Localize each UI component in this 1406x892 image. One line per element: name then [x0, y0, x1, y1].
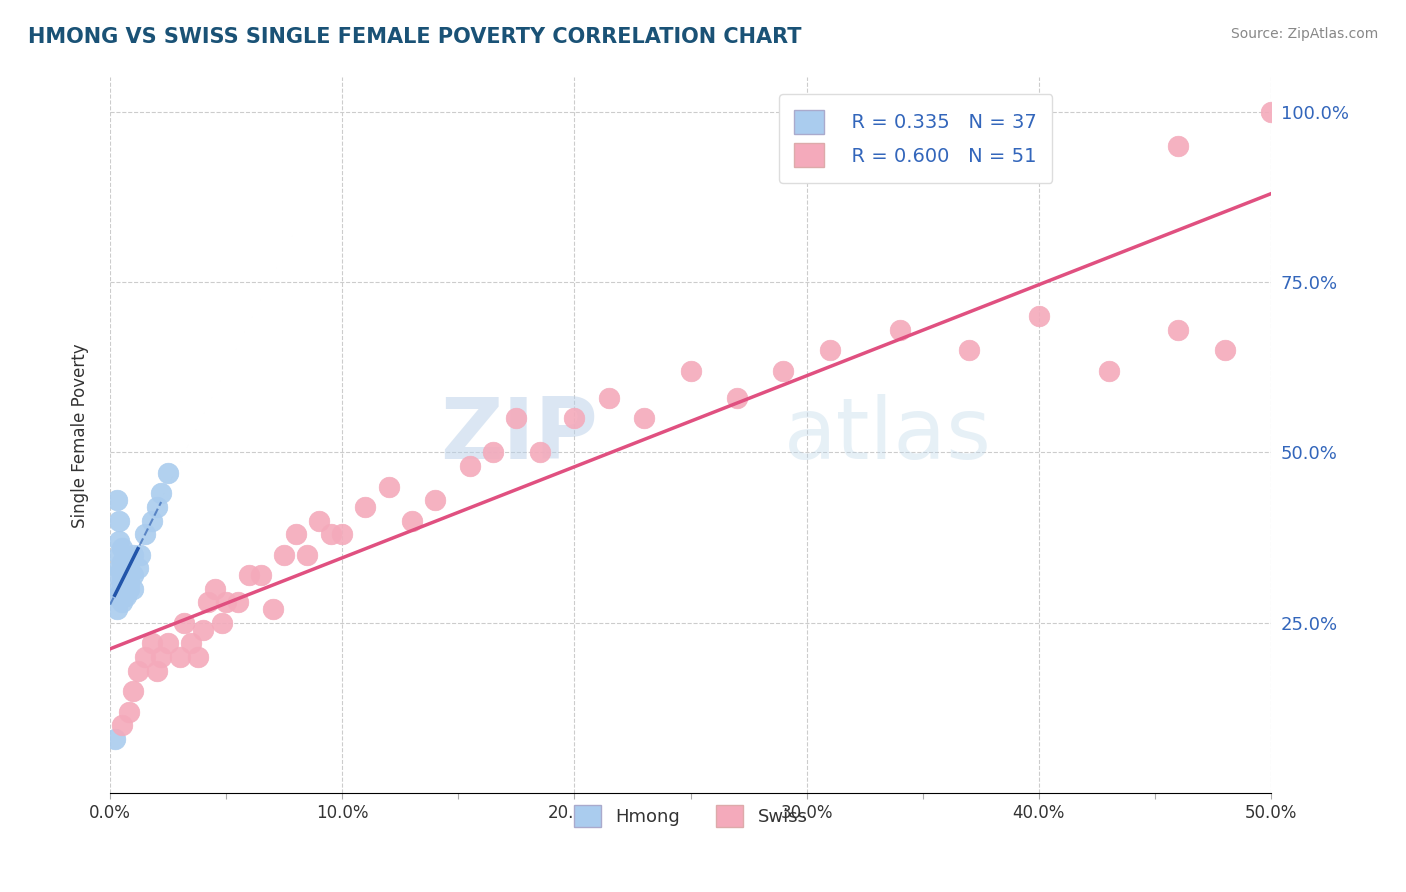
Point	[108, 534, 131, 549]
Point	[105, 568, 128, 582]
Point	[141, 514, 163, 528]
Point	[330, 527, 353, 541]
Point	[957, 343, 980, 358]
Point	[145, 664, 167, 678]
Point	[122, 548, 145, 562]
Point	[215, 595, 238, 609]
Text: HMONG VS SWISS SINGLE FEMALE POVERTY CORRELATION CHART: HMONG VS SWISS SINGLE FEMALE POVERTY COR…	[28, 27, 801, 46]
Point	[111, 589, 134, 603]
Point	[157, 636, 180, 650]
Point	[319, 527, 342, 541]
Point	[772, 363, 794, 377]
Point	[564, 411, 586, 425]
Point	[377, 479, 399, 493]
Point	[112, 555, 135, 569]
Point	[505, 411, 527, 425]
Point	[1028, 309, 1050, 323]
Point	[104, 731, 127, 746]
Point	[889, 323, 911, 337]
Point	[204, 582, 226, 596]
Point	[122, 684, 145, 698]
Point	[725, 391, 748, 405]
Point	[111, 574, 134, 589]
Point	[354, 500, 377, 514]
Point	[482, 445, 505, 459]
Point	[297, 548, 319, 562]
Point	[111, 582, 134, 596]
Point	[111, 541, 134, 555]
Point	[118, 561, 141, 575]
Point	[108, 582, 131, 596]
Point	[111, 568, 134, 582]
Point	[141, 636, 163, 650]
Point	[150, 650, 173, 665]
Point	[111, 595, 134, 609]
Point	[598, 391, 620, 405]
Point	[458, 459, 481, 474]
Point	[187, 650, 209, 665]
Point	[1260, 104, 1282, 119]
Point	[108, 514, 131, 528]
Point	[134, 650, 156, 665]
Point	[273, 548, 295, 562]
Point	[238, 568, 260, 582]
Point	[115, 574, 138, 589]
Point	[308, 514, 330, 528]
Point	[105, 589, 128, 603]
Point	[105, 602, 128, 616]
Point	[108, 548, 131, 562]
Point	[111, 561, 134, 575]
Point	[679, 363, 702, 377]
Point	[197, 595, 219, 609]
Point	[401, 514, 423, 528]
Text: ZIP: ZIP	[440, 394, 598, 477]
Point	[108, 561, 131, 575]
Point	[191, 623, 214, 637]
Point	[145, 500, 167, 514]
Point	[157, 466, 180, 480]
Legend: Hmong, Swiss: Hmong, Swiss	[567, 798, 814, 834]
Point	[1213, 343, 1236, 358]
Point	[262, 602, 284, 616]
Point	[169, 650, 191, 665]
Point	[633, 411, 655, 425]
Point	[529, 445, 551, 459]
Point	[1167, 138, 1189, 153]
Point	[180, 636, 202, 650]
Point	[150, 486, 173, 500]
Point	[105, 493, 128, 508]
Point	[122, 582, 145, 596]
Point	[118, 574, 141, 589]
Point	[115, 561, 138, 575]
Point	[226, 595, 249, 609]
Point	[111, 718, 134, 732]
Point	[250, 568, 273, 582]
Point	[118, 582, 141, 596]
Point	[173, 615, 195, 630]
Point	[127, 561, 149, 575]
Point	[118, 705, 141, 719]
Point	[122, 568, 145, 582]
Point	[112, 589, 135, 603]
Point	[111, 555, 134, 569]
Point	[284, 527, 307, 541]
Point	[1097, 363, 1119, 377]
Y-axis label: Single Female Poverty: Single Female Poverty	[72, 343, 89, 528]
Point	[1167, 323, 1189, 337]
Point	[211, 615, 233, 630]
Point	[127, 664, 149, 678]
Point	[425, 493, 447, 508]
Text: atlas: atlas	[783, 394, 991, 477]
Point	[129, 548, 152, 562]
Point	[112, 574, 135, 589]
Point	[115, 589, 138, 603]
Text: Source: ZipAtlas.com: Source: ZipAtlas.com	[1230, 27, 1378, 41]
Point	[818, 343, 841, 358]
Point	[134, 527, 156, 541]
